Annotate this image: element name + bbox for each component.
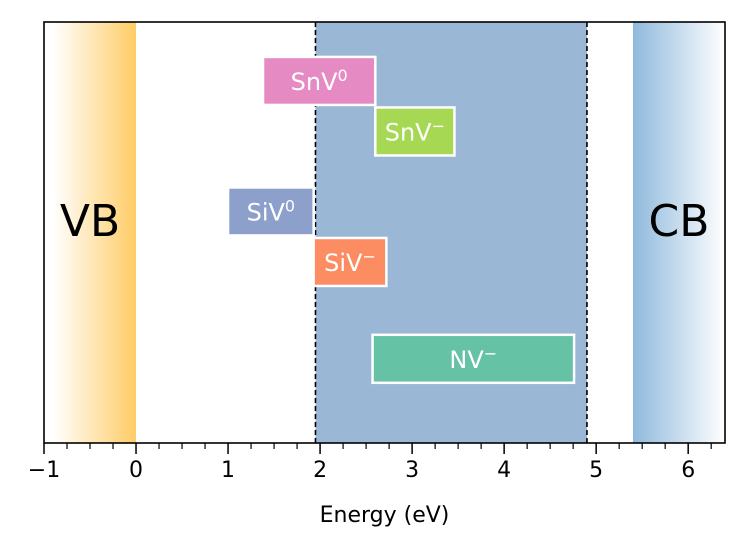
level-box-siv-zero bbox=[226, 186, 315, 237]
x-tick-label: 6 bbox=[681, 458, 695, 483]
x-tick-label: 2 bbox=[313, 458, 327, 483]
x-tick-label: −1 bbox=[28, 458, 60, 483]
x-axis-title: Energy (eV) bbox=[320, 503, 450, 528]
level-box-siv-minus bbox=[312, 236, 388, 288]
level-label-nv-minus: NV− bbox=[449, 344, 497, 374]
x-tick-label: 1 bbox=[221, 458, 235, 483]
level-label-snv-minus: SnV− bbox=[385, 116, 445, 146]
x-tick-label: 4 bbox=[497, 458, 511, 483]
valence-band-label: VB bbox=[60, 196, 120, 247]
level-box-snv-zero bbox=[261, 55, 377, 107]
conduction-band-region bbox=[632, 22, 725, 443]
level-label-siv-minus: SiV− bbox=[324, 247, 376, 277]
level-label-snv-zero: SnV0 bbox=[291, 66, 348, 96]
level-box-snv-minus bbox=[374, 106, 456, 157]
x-tick-label: 0 bbox=[129, 458, 143, 483]
x-tick-label: 3 bbox=[405, 458, 419, 483]
level-label-siv-zero: SiV0 bbox=[247, 196, 296, 226]
valence-band-region bbox=[53, 22, 137, 443]
x-tick-label: 5 bbox=[589, 458, 603, 483]
plot-frame bbox=[43, 21, 726, 444]
level-box-nv-minus bbox=[371, 333, 576, 385]
conduction-band-label: CB bbox=[649, 196, 710, 247]
